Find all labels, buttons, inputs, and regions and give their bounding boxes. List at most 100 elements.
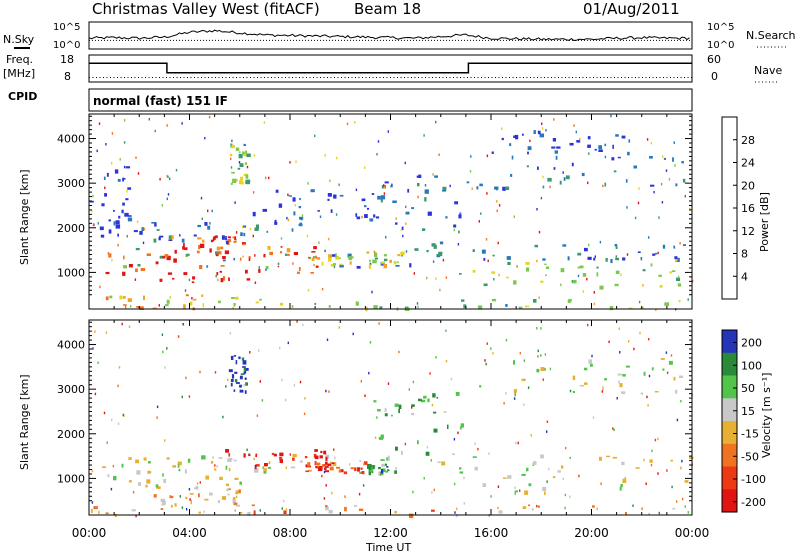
heat-speck <box>540 354 542 357</box>
heat-cell-5 <box>540 280 544 283</box>
heat-cell-9 <box>201 294 204 297</box>
heat-speck <box>496 209 498 213</box>
heat-cell-2 <box>319 455 323 459</box>
colorbar-tick-label: -200 <box>741 496 766 509</box>
heat-cell-1 <box>290 466 296 469</box>
heat-cell-0 <box>215 251 220 255</box>
heat-speck <box>619 351 621 354</box>
heat-cell-6 <box>521 378 526 382</box>
heat-cell-9 <box>123 304 127 306</box>
heat-cell-7 <box>542 185 545 189</box>
heat-cell-7 <box>511 155 514 160</box>
heat-cell-5 <box>459 273 462 275</box>
heat-cell-6 <box>472 249 475 252</box>
heat-speck <box>235 231 238 234</box>
nsearch-label: N.Search <box>746 29 796 42</box>
heat-speck <box>214 371 217 374</box>
heat-speck <box>677 275 680 279</box>
colorbar-tick-label: 28 <box>741 134 755 147</box>
heat-speck <box>94 392 97 396</box>
heat-cell-2 <box>255 453 258 456</box>
heat-cell-10 <box>235 490 239 494</box>
heat-cell-11 <box>100 234 105 238</box>
heat-speck <box>666 469 668 472</box>
heat-cell-7 <box>494 186 499 190</box>
heat-speck <box>97 222 99 225</box>
heat-cell-14 <box>230 182 233 185</box>
heat-cell-7 <box>283 510 287 514</box>
heat-cell-4 <box>335 253 337 258</box>
heat-cell-5 <box>483 283 488 287</box>
heat-cell-7 <box>358 508 364 511</box>
heat-cell-9 <box>166 299 170 304</box>
heat-cell-0 <box>123 265 127 269</box>
heat-speck <box>456 507 458 511</box>
heat-cell-5 <box>472 456 477 458</box>
heat-cell-0 <box>128 480 132 483</box>
heat-cell-14 <box>243 152 248 157</box>
heat-cell-6 <box>610 259 613 264</box>
heat-cell-8 <box>231 374 235 379</box>
heat-cell-11 <box>123 178 126 180</box>
heat-cell-13 <box>373 214 376 218</box>
heat-cell-5 <box>612 456 617 459</box>
heat-speck <box>638 300 641 304</box>
heat-speck <box>429 372 431 375</box>
heat-cell-7 <box>247 511 251 516</box>
heat-speck <box>639 331 641 335</box>
heat-speck <box>181 122 183 125</box>
heat-speck <box>222 415 224 419</box>
heat-cell-5 <box>560 465 564 469</box>
heat-cell-9 <box>398 404 402 409</box>
heat-cell-1 <box>215 254 219 257</box>
heat-cell-7 <box>633 165 637 169</box>
heat-cell-6 <box>584 382 588 385</box>
heat-speck <box>423 477 425 480</box>
heat-cell-10 <box>255 301 259 304</box>
heat-cell-7 <box>239 512 243 514</box>
heat-cell-12 <box>168 235 172 239</box>
heat-speck <box>249 351 251 354</box>
heat-cell-5 <box>544 263 547 266</box>
heat-speck <box>281 378 283 382</box>
heat-speck <box>515 441 517 445</box>
heat-speck <box>498 204 501 207</box>
heat-cell-0 <box>380 261 385 266</box>
heat-cell-15 <box>442 189 447 192</box>
heat-speck <box>362 484 365 487</box>
heat-cell-11 <box>122 177 124 182</box>
power-panel <box>88 113 693 310</box>
heat-speck <box>287 193 289 196</box>
heat-cell-10 <box>678 300 681 303</box>
heat-cell-3 <box>239 257 242 261</box>
heat-cell-2 <box>248 453 251 456</box>
heat-speck <box>404 161 406 165</box>
heat-cell-13 <box>371 193 375 195</box>
heat-cell-2 <box>202 239 205 243</box>
heat-cell-6 <box>615 257 620 261</box>
heat-cell-1 <box>108 253 112 258</box>
heat-cell-15 <box>395 222 398 225</box>
heat-cell-0 <box>186 253 190 256</box>
heat-speck <box>91 209 93 213</box>
heat-cell-10 <box>198 493 200 498</box>
freq-panel <box>88 54 693 83</box>
heat-speck <box>307 182 309 185</box>
heat-speck <box>573 124 575 127</box>
heat-cell-1 <box>216 272 219 276</box>
heat-cell-6 <box>640 392 644 395</box>
heat-cell-1 <box>162 255 166 259</box>
heat-cell-12 <box>168 239 173 241</box>
heat-cell-5 <box>507 475 512 479</box>
heat-cell-7 <box>251 504 255 507</box>
heat-cell-15 <box>426 249 429 253</box>
heat-speck <box>657 251 659 255</box>
heat-speck <box>371 290 373 294</box>
heat-speck <box>128 325 131 328</box>
heat-cell-6 <box>587 256 592 260</box>
heat-speck <box>405 222 407 225</box>
heat-cell-7 <box>498 510 503 514</box>
heat-cell-2 <box>224 250 230 255</box>
heat-speck <box>156 405 159 409</box>
heat-cell-10 <box>518 306 523 309</box>
